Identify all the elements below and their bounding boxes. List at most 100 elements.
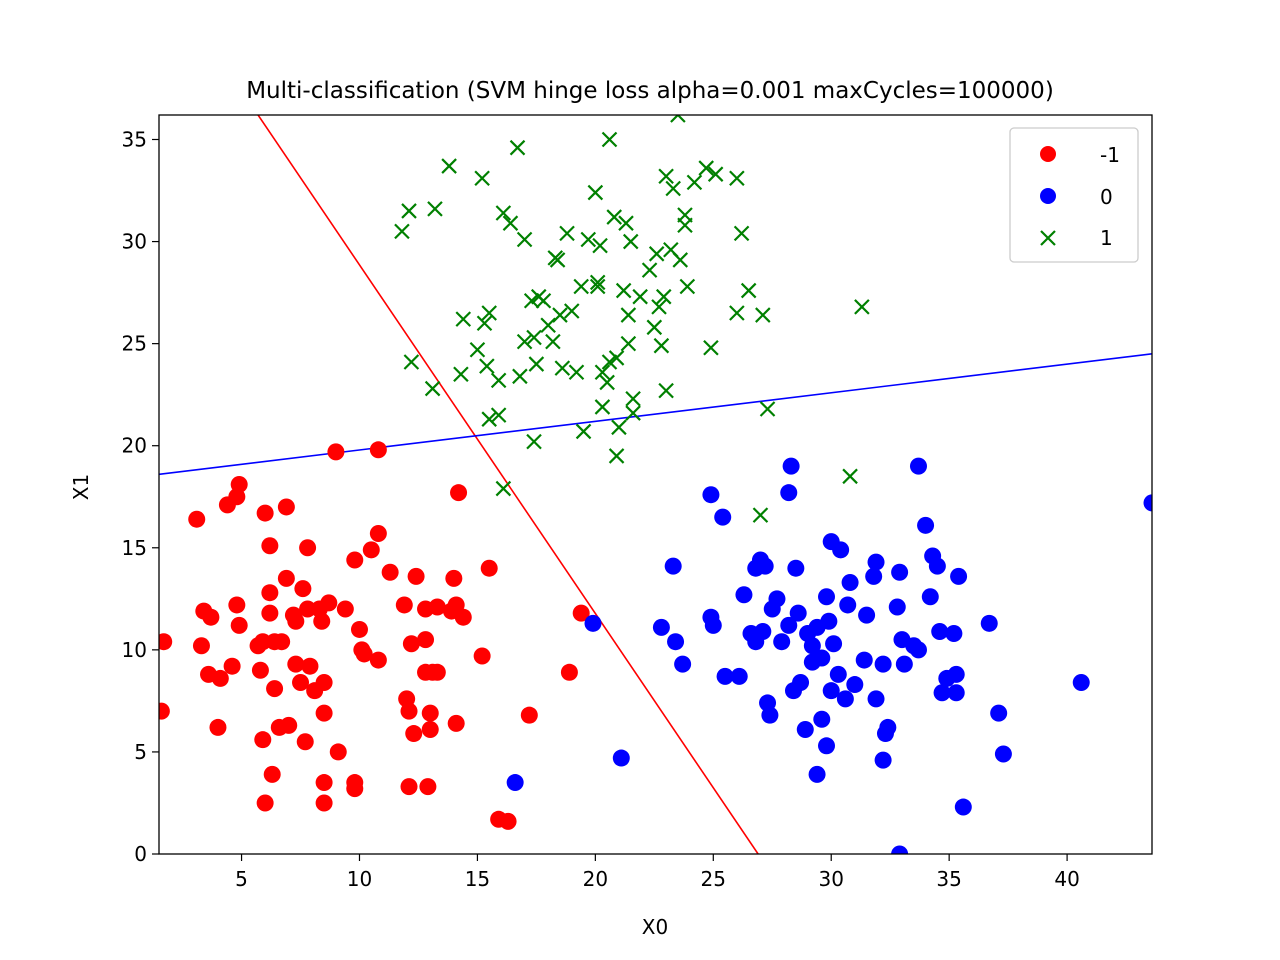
data-point xyxy=(825,635,843,653)
data-point xyxy=(453,366,469,383)
data-point xyxy=(730,667,748,685)
x-tick-label: 25 xyxy=(701,867,726,891)
data-point xyxy=(528,356,545,372)
data-point xyxy=(405,725,423,743)
legend-label-0: 0 xyxy=(1100,185,1113,209)
data-point xyxy=(620,335,637,352)
data-point xyxy=(839,596,857,614)
data-point xyxy=(573,278,589,295)
data-point xyxy=(587,184,604,201)
data-point xyxy=(796,720,814,738)
series-2 xyxy=(394,115,870,523)
data-point xyxy=(846,676,864,694)
data-point xyxy=(428,663,446,681)
data-point xyxy=(362,541,380,559)
data-point xyxy=(703,339,719,356)
data-point xyxy=(782,457,800,475)
data-point xyxy=(594,399,611,415)
data-point xyxy=(315,794,333,812)
data-point xyxy=(400,778,418,796)
data-point xyxy=(381,563,399,581)
data-point xyxy=(601,354,618,370)
data-point xyxy=(665,180,681,197)
data-point xyxy=(589,278,606,295)
data-point xyxy=(888,598,906,616)
data-point xyxy=(512,368,528,385)
data-point xyxy=(417,631,435,649)
y-tick-label: 10 xyxy=(122,638,147,662)
data-point xyxy=(1143,494,1152,512)
data-point xyxy=(808,765,826,783)
data-point xyxy=(768,590,786,608)
data-point xyxy=(789,604,807,622)
x-tick-label: 20 xyxy=(583,867,608,891)
data-point xyxy=(419,778,437,796)
data-point xyxy=(369,441,387,459)
data-point xyxy=(287,612,305,630)
data-point xyxy=(572,604,590,622)
data-point xyxy=(891,563,909,581)
data-point xyxy=(428,598,446,616)
x-tick-label: 35 xyxy=(936,867,961,891)
data-point xyxy=(552,307,568,323)
data-point xyxy=(787,559,805,577)
data-point xyxy=(554,360,571,376)
y-tick-label: 25 xyxy=(122,332,147,356)
data-point xyxy=(865,567,883,585)
data-point xyxy=(506,774,524,792)
data-point xyxy=(299,600,317,618)
x-tick-label: 15 xyxy=(465,867,490,891)
data-point xyxy=(394,223,410,240)
data-point xyxy=(622,233,639,250)
data-point xyxy=(369,651,387,669)
data-point xyxy=(632,288,648,305)
data-point xyxy=(294,580,312,598)
legend-label-1: 1 xyxy=(1100,226,1113,250)
data-point xyxy=(756,557,774,575)
data-point xyxy=(516,231,533,248)
data-point xyxy=(761,706,779,724)
data-point xyxy=(599,374,615,391)
data-point xyxy=(615,282,632,299)
data-point xyxy=(836,690,854,708)
data-point xyxy=(313,612,331,630)
data-point xyxy=(523,292,540,309)
data-point xyxy=(568,364,585,380)
data-point xyxy=(755,307,771,323)
data-point xyxy=(495,480,512,497)
data-point xyxy=(230,476,248,493)
data-point xyxy=(526,329,542,346)
data-point xyxy=(509,139,526,156)
data-point xyxy=(490,372,507,389)
data-point xyxy=(854,299,870,315)
legend-frame xyxy=(1009,127,1139,263)
data-point xyxy=(818,737,836,755)
data-point xyxy=(535,292,552,309)
data-point xyxy=(277,569,295,587)
data-point xyxy=(813,710,831,728)
decision-line-1 xyxy=(159,353,1152,476)
data-point xyxy=(759,401,776,417)
data-point xyxy=(625,390,641,407)
y-tick-label: 0 xyxy=(134,842,147,866)
y-axis: 0 5 10 15 20 25 30 35 xyxy=(122,127,159,866)
series-1 xyxy=(506,457,1152,854)
data-point xyxy=(858,606,876,624)
x-axis: 5 10 15 20 25 30 35 40 xyxy=(235,854,1080,891)
data-point xyxy=(752,507,769,523)
data-point xyxy=(476,315,493,332)
data-point xyxy=(474,170,490,187)
x-tick-label: 30 xyxy=(818,867,843,891)
data-point xyxy=(947,684,965,702)
data-point xyxy=(606,209,623,225)
data-point xyxy=(641,262,658,278)
data-point xyxy=(698,160,714,176)
data-point xyxy=(855,651,873,669)
data-point xyxy=(329,743,347,761)
data-point xyxy=(773,633,791,651)
data-point xyxy=(735,586,753,604)
legend-marker-0 xyxy=(1040,188,1056,204)
data-point xyxy=(251,661,269,679)
data-point xyxy=(499,812,517,830)
data-point xyxy=(369,524,387,542)
